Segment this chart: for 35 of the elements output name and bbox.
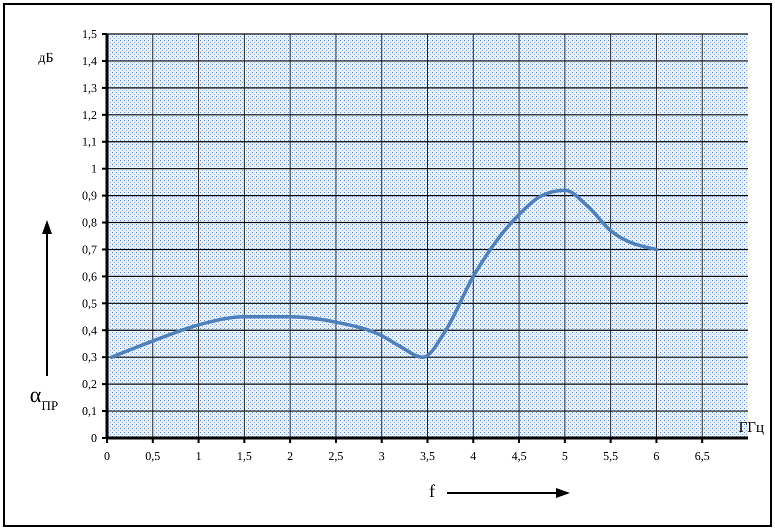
y-tick-label: 1,1 xyxy=(82,134,97,149)
x-tick-label: 6 xyxy=(653,449,660,463)
x-axis-title: f xyxy=(429,481,435,501)
x-tick-label: 2 xyxy=(287,449,294,463)
x-tick-label: 5 xyxy=(562,449,568,463)
x-tick-label: 1,5 xyxy=(236,449,252,463)
y-tick-label: 0,5 xyxy=(82,296,97,310)
x-tick-label: 3 xyxy=(378,449,385,463)
x-tick-label: 5,5 xyxy=(603,449,618,463)
y-tick-label: 1,4 xyxy=(82,54,97,68)
x-tick-label: 0 xyxy=(104,449,110,463)
x-tick-label: 2,5 xyxy=(328,449,344,463)
y-tick-label: 0,7 xyxy=(82,242,97,256)
text: дБ xyxy=(38,51,54,66)
y-tick-label: 0,1 xyxy=(82,404,97,418)
x-tick-label: 3,5 xyxy=(420,449,435,463)
y-axis-title: α$_{ПР}$ xyxy=(30,382,58,412)
x-tick-label: 4,5 xyxy=(512,449,527,463)
y-tick-label: 0,4 xyxy=(82,323,97,338)
x-tick-label: 1 xyxy=(196,449,202,463)
x-tick-label: 4 xyxy=(470,449,476,463)
y-tick-label: 1,2 xyxy=(82,108,97,122)
x-tick-label: 6,5 xyxy=(694,449,710,463)
y-tick-label: 0,6 xyxy=(82,269,97,284)
y-tick-label: 0,2 xyxy=(82,377,97,392)
line-series xyxy=(110,188,658,359)
y-tick-label: 1,3 xyxy=(82,80,97,95)
annotation: ГГц xyxy=(738,420,764,436)
y-tick-label: 0,3 xyxy=(82,350,97,364)
y-tick-label: 1 xyxy=(91,162,97,176)
x-tick-label: 0,5 xyxy=(145,449,160,463)
y-tick-label: 0 xyxy=(91,431,97,445)
y-tick-label: 0,9 xyxy=(82,188,97,203)
y-tick-label: 0,8 xyxy=(82,216,97,230)
y-tick-label: 1,5 xyxy=(82,27,97,41)
